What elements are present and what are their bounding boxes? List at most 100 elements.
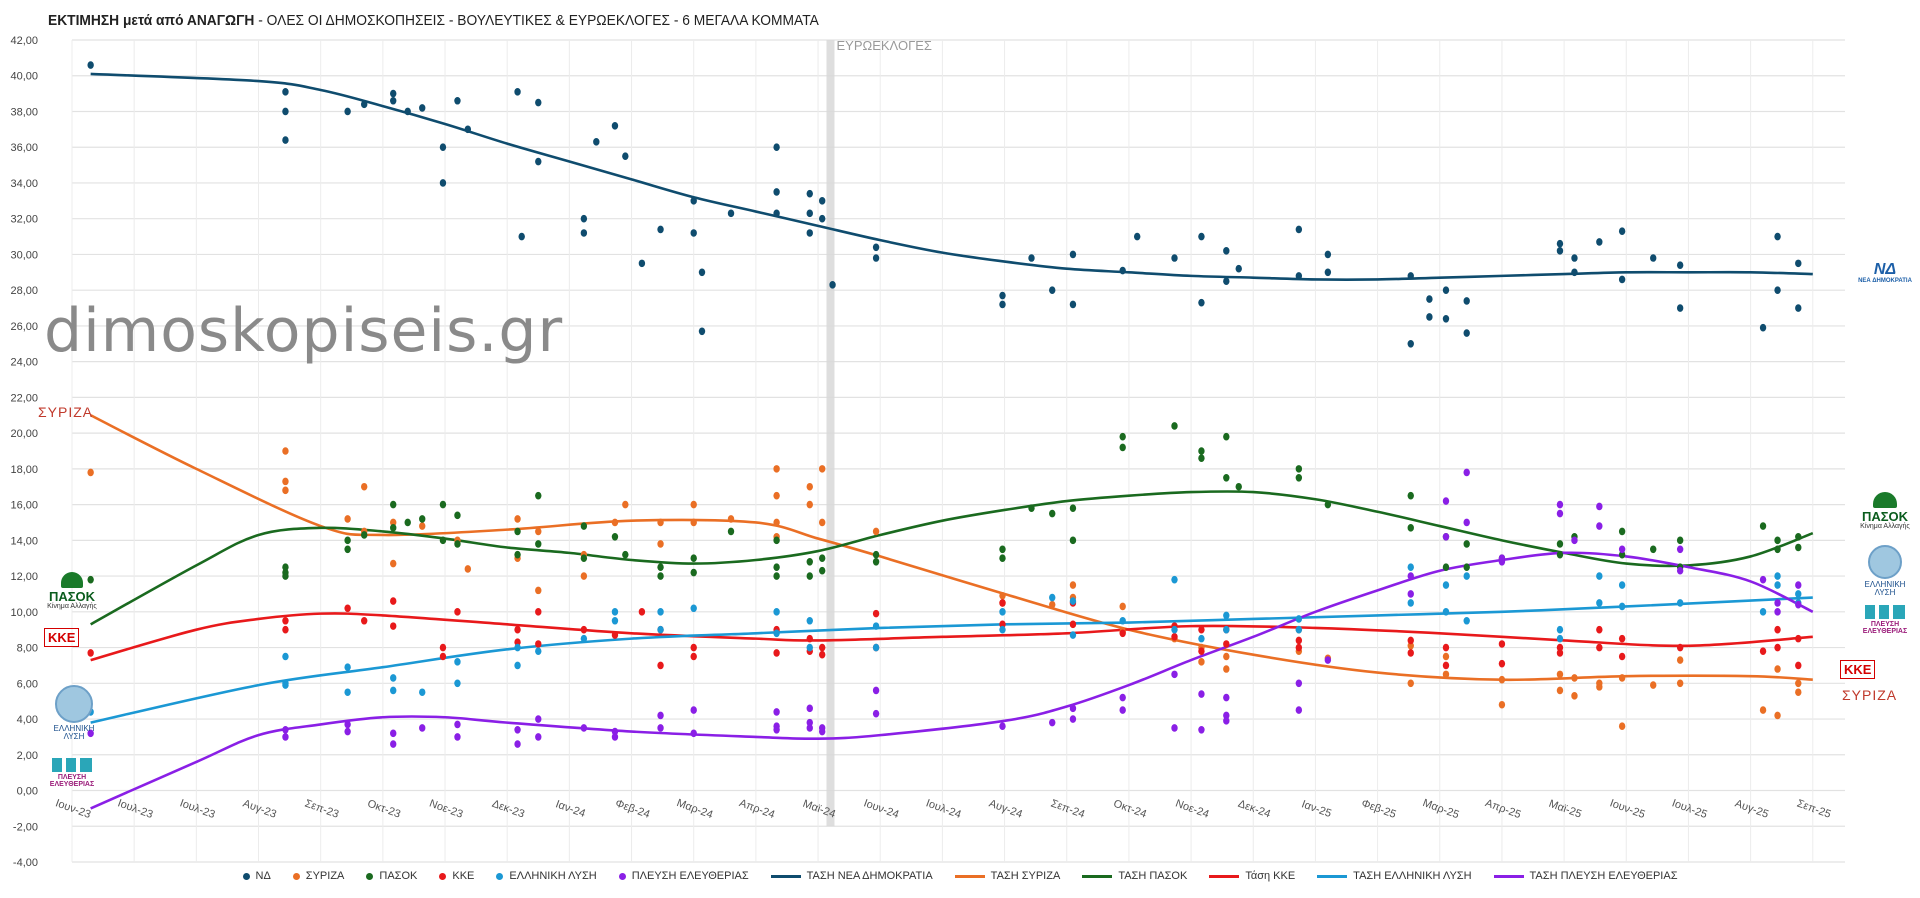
poll-point [1028,254,1035,262]
poll-point [1407,590,1414,598]
poll-point [1119,706,1126,714]
poll-point [593,138,600,146]
poll-point [1795,679,1802,688]
poll-point [818,650,826,659]
poll-point [1198,232,1205,241]
poll-point [1676,536,1684,545]
poll-point [1198,647,1205,655]
poll-point [1571,254,1578,262]
plefsi-logo-left: ΠΛΕΥΣΗ ΕΛΕΥΘΕΡΙΑΣ [44,758,100,788]
poll-point [657,572,664,580]
poll-point [657,625,664,634]
poll-point [1556,634,1564,643]
poll-point [1596,238,1603,246]
poll-point [1223,652,1230,661]
poll-point [1295,679,1303,688]
poll-point [535,733,542,741]
poll-point [1571,692,1578,700]
x-tick-label: Οκτ-23 [366,798,402,821]
poll-point [872,550,880,559]
poll-point [419,515,426,523]
poll-point [611,733,619,741]
poll-point [1324,656,1332,664]
poll-point [580,572,588,580]
poll-point [1463,563,1470,571]
poll-point [773,188,780,196]
poll-point [390,518,397,527]
poll-point [1295,272,1303,280]
poll-point [514,515,521,523]
poll-point [1223,717,1230,725]
poll-point [806,500,813,509]
poll-point [87,575,94,584]
x-tick-label: Ιουν-24 [862,797,900,821]
poll-point [872,243,880,252]
x-tick-label: Σεπ-23 [303,798,340,821]
poll-point [690,729,697,738]
poll-point [1795,259,1802,268]
poll-point [999,554,1006,563]
y-tick-label: 10,00 [10,607,38,619]
poll-point [1650,254,1657,262]
poll-point [806,634,813,643]
poll-point [1235,264,1242,273]
poll-point [1556,239,1564,248]
poll-point [439,179,447,187]
poll-point [657,724,664,732]
poll-point [622,550,629,559]
poll-point [535,527,542,536]
poll-point [514,550,521,559]
y-tick-label: 42,00 [10,35,38,47]
poll-point [390,89,397,98]
syriza-logo-right: ΣΥΡΙΖΑ [1842,687,1898,703]
poll-point [514,88,521,96]
poll-point [1676,261,1684,269]
y-tick-label: 16,00 [10,500,38,512]
x-tick-label: Απρ-25 [1483,797,1522,821]
poll-point [1759,323,1767,332]
poll-point [535,98,542,107]
trend-line [90,72,1813,281]
poll-point [1676,679,1684,688]
poll-point [1774,599,1781,607]
poll-point [818,518,826,527]
poll-point [1774,608,1781,616]
poll-point [282,625,289,634]
poll-point [1618,652,1626,661]
x-tick-label: Αυγ-24 [987,798,1024,821]
plefsi-logo-right: ΠΛΕΥΣΗ ΕΛΕΥΘΕΡΙΑΣ [1856,605,1914,635]
poll-point [535,157,542,166]
legend-line [954,874,985,878]
y-tick-label: 26,00 [10,321,38,333]
poll-point [1795,600,1802,609]
poll-point [1407,641,1414,650]
poll-point [622,500,629,509]
poll-point [1795,304,1802,312]
poll-point [1171,633,1178,641]
trend-line [90,612,1813,662]
poll-point [282,107,289,116]
poll-point [282,477,289,486]
poll-point [1295,465,1303,473]
poll-point [1650,545,1657,554]
poll-point [1295,706,1303,714]
poll-point [1463,572,1470,580]
poll-point [1795,661,1802,670]
poll-point [344,663,351,672]
x-tick-label: Νοε-24 [1174,798,1211,821]
y-tick-label: 34,00 [10,178,38,190]
x-tick-label: Νοε-23 [428,798,465,821]
poll-point [282,136,289,144]
poll-point [806,718,813,727]
poll-point [872,622,880,630]
poll-point [806,229,813,237]
y-tick-label: 24,00 [10,357,38,369]
poll-point [1463,329,1470,337]
poll-point [818,197,826,205]
poll-point [390,96,397,105]
poll-point [1069,620,1077,629]
poll-point [690,554,697,563]
poll-point [282,652,289,661]
elliniki-lysi-logo-right: ΕΛΛΗΝΙΚΗ ΛΥΣΗ [1858,545,1912,597]
poll-point [1650,681,1657,689]
